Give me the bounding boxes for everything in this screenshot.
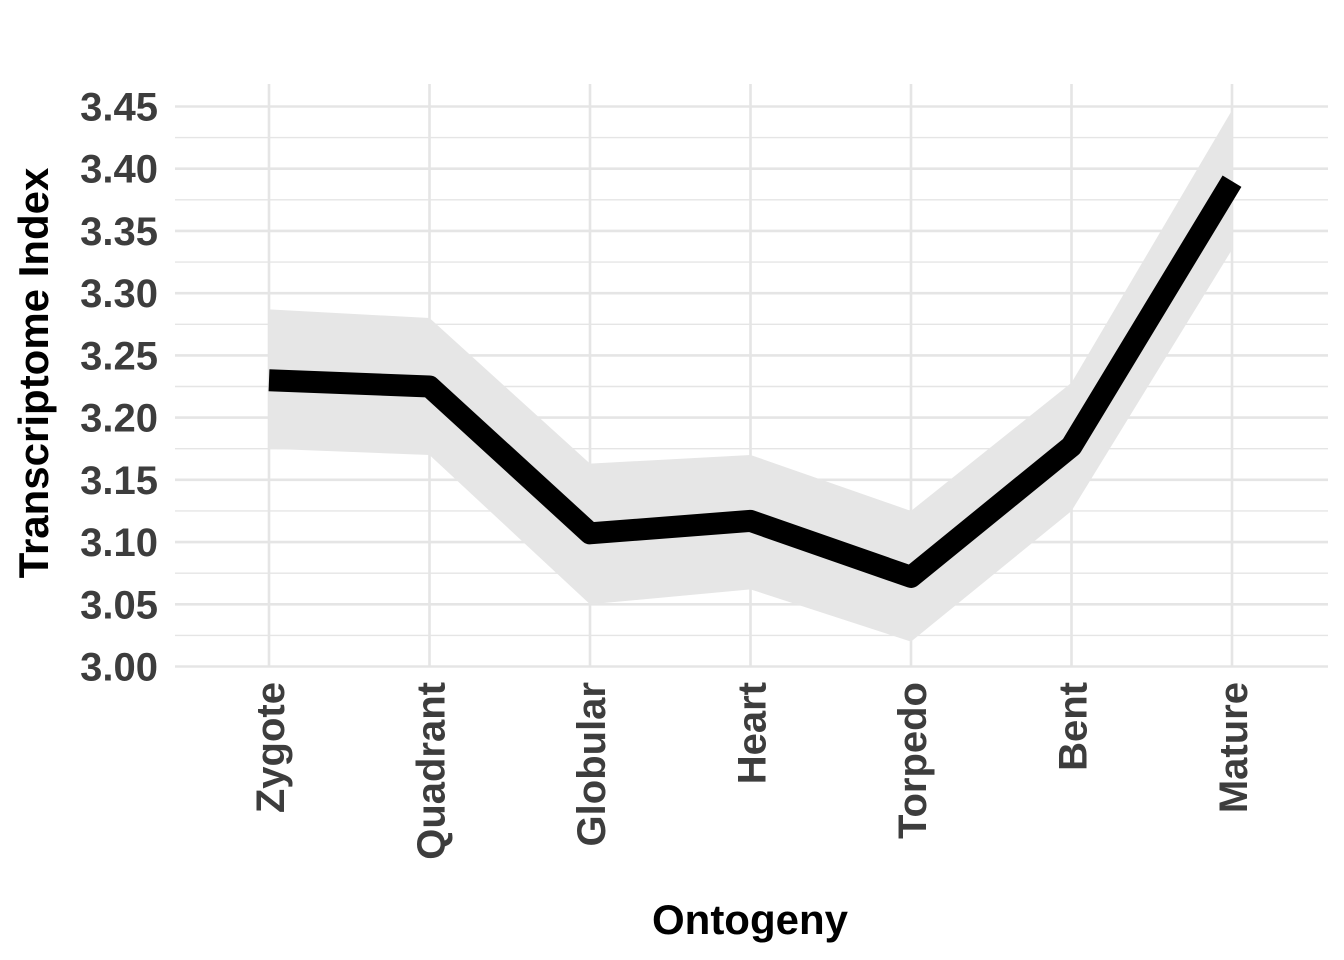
y-tick-label: 3.25 — [80, 334, 158, 378]
y-tick-label: 3.20 — [80, 397, 158, 441]
series-line-layer — [268, 175, 1242, 588]
x-tick-label: Heart — [731, 682, 775, 784]
x-axis-ticks: Zygote Quadrant Globular Heart Torpedo Bent Ma… — [249, 682, 1256, 860]
y-axis-ticks: 3.00 3.05 3.10 3.15 3.20 3.25 3.30 3.35 3.40 3.45 — [80, 86, 158, 690]
y-tick-label: 3.45 — [80, 86, 158, 130]
y-tick-label: 3.30 — [80, 272, 158, 316]
y-tick-label: 3.00 — [80, 646, 158, 690]
y-axis-title: Transcriptome Index — [10, 167, 57, 578]
y-tick-label: 3.35 — [80, 210, 158, 254]
x-axis-title: Ontogeny — [652, 896, 849, 943]
x-tick-label: Mature — [1212, 682, 1256, 813]
x-tick-label: Quadrant — [410, 682, 454, 860]
y-tick-label: 3.40 — [80, 148, 158, 192]
x-tick-label: Globular — [570, 682, 614, 846]
x-tick-label: Bent — [1052, 682, 1096, 771]
y-tick-label: 3.15 — [80, 459, 158, 503]
x-tick-label: Torpedo — [891, 682, 935, 839]
series-line — [268, 175, 1242, 588]
y-tick-label: 3.10 — [80, 521, 158, 565]
x-tick-label: Zygote — [249, 682, 293, 813]
y-tick-label: 3.05 — [80, 583, 158, 627]
